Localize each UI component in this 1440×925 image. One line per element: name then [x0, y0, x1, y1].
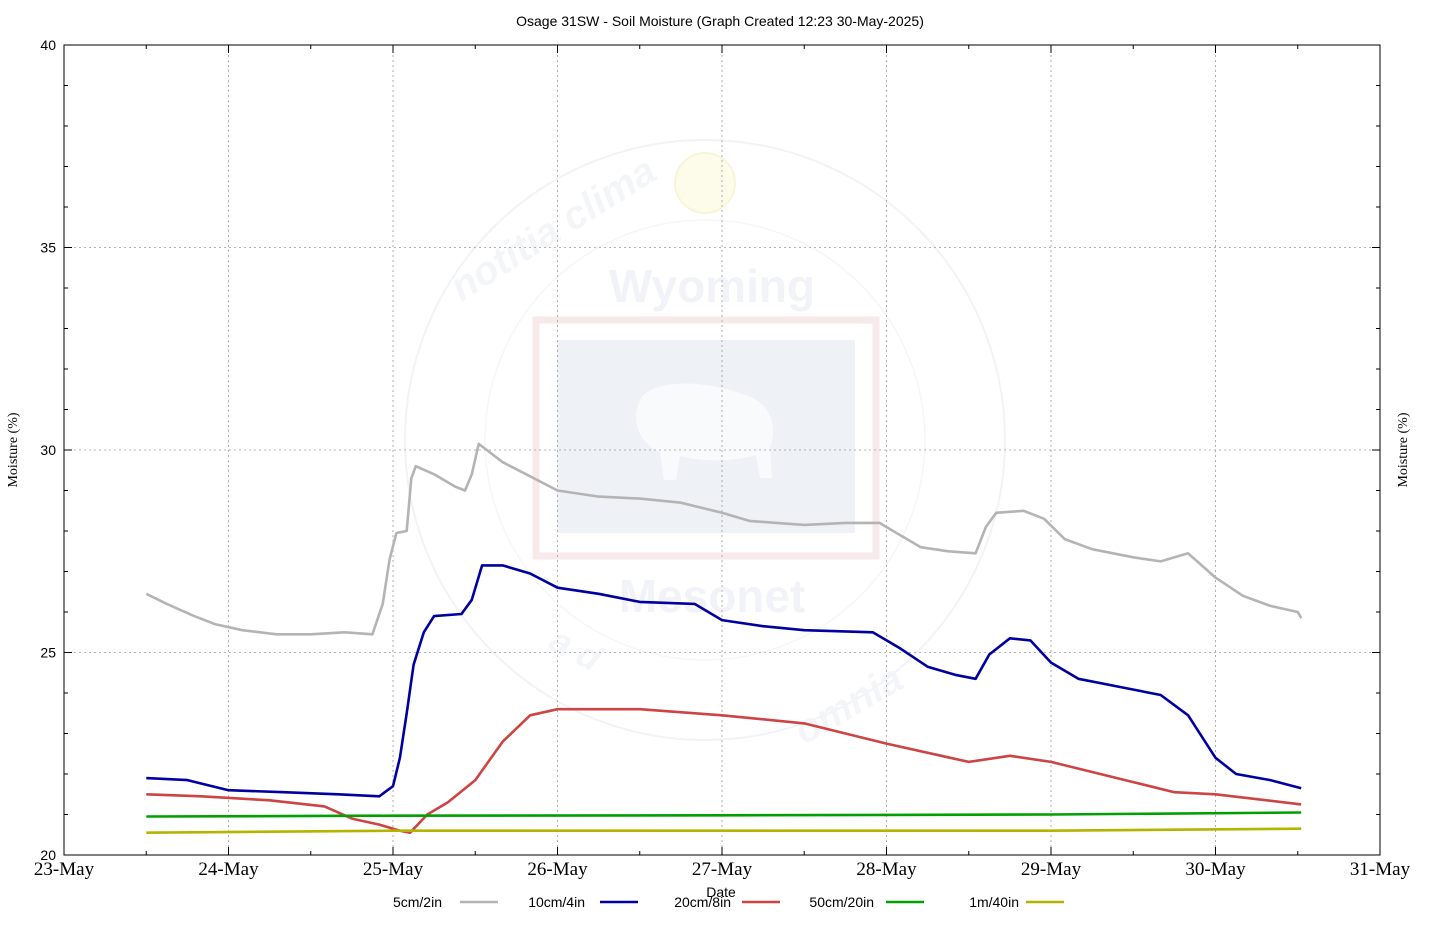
legend-label: 1m/40in: [969, 894, 1019, 910]
x-tick-label: 27-May: [692, 859, 753, 880]
x-tick-label: 25-May: [363, 859, 424, 880]
sun-icon: [674, 152, 736, 214]
y2-axis-label: Moisture (%): [1396, 412, 1411, 487]
legend-item: 5cm/2in: [393, 894, 498, 910]
y-tick-label: 20: [40, 847, 56, 863]
legend-label: 20cm/8in: [674, 894, 731, 910]
y-tick-label: 35: [40, 240, 56, 256]
x-tick-label: 29-May: [1021, 859, 1082, 880]
watermark-emblem: Wyoming Mesonet notitia clima omnia a d: [404, 139, 1006, 753]
watermark-inner-ring: [484, 219, 926, 661]
watermark-flag-border: [532, 316, 880, 560]
series-line-20cm-8in: [146, 707, 1302, 835]
bison-icon: [636, 383, 773, 480]
x-tick-label: 30-May: [1185, 859, 1246, 880]
legend-item: 10cm/4in: [528, 894, 638, 910]
watermark-ring-bottom-left-text: a d: [543, 619, 609, 680]
series-line-1m-40in: [146, 827, 1302, 834]
grid: [64, 45, 1380, 855]
legend-item: 50cm/20in: [809, 894, 924, 910]
y-tick-label: 30: [40, 442, 56, 458]
legend-label: 50cm/20in: [809, 894, 874, 910]
legend-item: 1m/40in: [969, 894, 1064, 910]
x-tick-label: 24-May: [198, 859, 259, 880]
series-line-50cm-20in: [146, 811, 1302, 818]
y-tick-label: 40: [40, 37, 56, 53]
x-tick-label: 26-May: [527, 859, 588, 880]
watermark-outer-ring: [404, 139, 1006, 741]
series-line-10cm-4in: [146, 564, 1302, 798]
series-layer: [145, 442, 1303, 835]
x-axis-label: Date: [706, 884, 736, 900]
legend-label: 10cm/4in: [528, 894, 585, 910]
x-tick-label: 31-May: [1350, 859, 1411, 880]
watermark-state-text: Wyoming: [609, 260, 815, 312]
legend-item: 20cm/8in: [674, 894, 780, 910]
series-line-5cm-2in: [145, 442, 1303, 636]
y-axis-label: Moisture (%): [6, 412, 21, 487]
x-tick-label: 28-May: [856, 859, 917, 880]
y-tick-label: 25: [40, 645, 56, 661]
x-tick-label: 23-May: [34, 859, 95, 880]
chart-title: Osage 31SW - Soil Moisture (Graph Create…: [516, 13, 924, 29]
axes: 23-May 24-May 25-May 26-May 27-May 28-May 29-M…: [34, 37, 1411, 880]
legend-label: 5cm/2in: [393, 894, 442, 910]
legend: 5cm/2in 10cm/4in 20cm/8in 50cm/20in 1m/40in: [393, 894, 1064, 910]
watermark-ring-bottom-text: omnia: [786, 656, 910, 753]
